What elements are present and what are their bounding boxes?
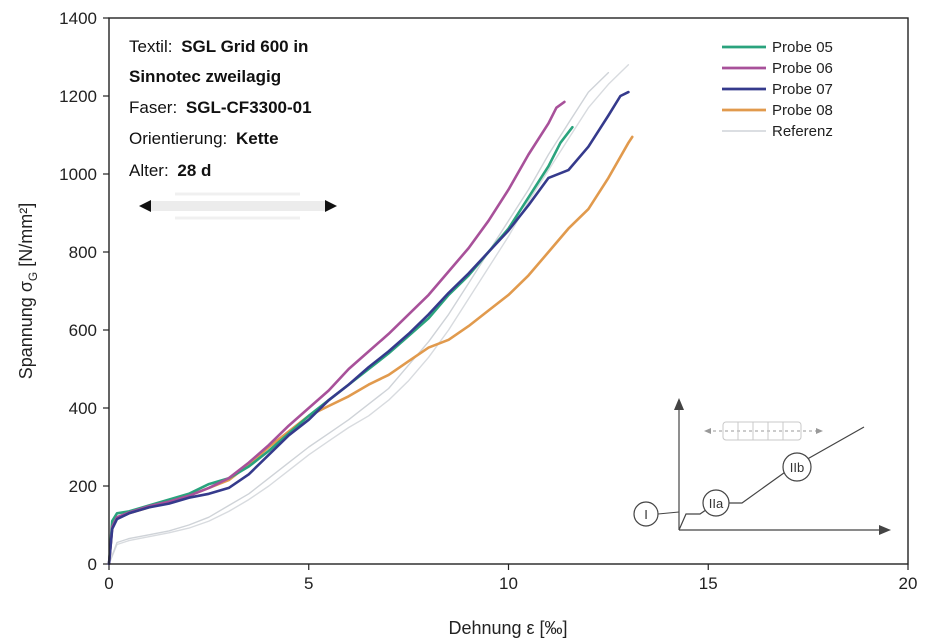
x-axis-label: Dehnung ε [‰]	[448, 618, 567, 638]
inset-diagram: I IIa IIb	[633, 398, 891, 535]
inset-stage-1-marker	[633, 501, 659, 527]
inset-stage-2-marker	[702, 489, 730, 517]
x-tick-label: 15	[699, 574, 718, 593]
x-tick-label: 10	[499, 574, 518, 593]
info-alter-label: Alter:	[129, 161, 169, 180]
inset-stage-3-label: IIb	[790, 460, 804, 475]
series-line-probe-07	[107, 90, 630, 566]
info-textil-value: SGL Grid 600 in	[181, 37, 308, 56]
inset-stage-3-marker	[782, 452, 812, 482]
info-textil-line: Textil: SGL Grid 600 in	[129, 37, 308, 56]
inset-textile-icon	[704, 421, 823, 441]
y-tick-label: 1200	[59, 87, 97, 106]
info-textil-value-2: Sinnotec zweilagig	[129, 67, 281, 86]
inset-stage-2-label: IIa	[709, 496, 724, 511]
y-tick-label: 200	[69, 477, 97, 496]
legend-label: Referenz	[772, 123, 833, 140]
info-alter-line: Alter: 28 d	[129, 161, 211, 180]
plot-frame	[108, 17, 909, 565]
legend: Probe 05 Probe 06 Probe 07 Probe 08 Referenz	[722, 39, 833, 140]
inset-x-arrow-icon	[879, 525, 891, 535]
series-line-referenz	[108, 71, 610, 565]
legend-label: Probe 08	[772, 102, 833, 119]
y-tick-label: 0	[88, 555, 97, 574]
x-tick-label: 5	[304, 574, 313, 593]
info-faser-value: SGL-CF3300-01	[186, 98, 312, 117]
y-axis-label: Spannung σG [N/mm²]	[16, 203, 40, 380]
series-line-referenz-2	[108, 64, 630, 565]
y-tick-label: 1400	[59, 9, 97, 28]
info-alter-value: 28 d	[177, 161, 211, 180]
y-tick-label: 800	[69, 243, 97, 262]
y-axis-label-unit: [N/mm²]	[16, 203, 36, 272]
inset-stage-1-label: I	[644, 507, 648, 522]
x-tick-label: 20	[899, 574, 918, 593]
y-tick-label: 400	[69, 399, 97, 418]
info-textil-label: Textil:	[129, 37, 172, 56]
inset-leader-1	[657, 511, 680, 515]
legend-label: Probe 05	[772, 39, 833, 56]
y-axis-label-main: Spannung σ	[16, 281, 36, 379]
info-faser-line: Faser: SGL-CF3300-01	[129, 98, 312, 117]
legend-label: Probe 06	[772, 60, 833, 77]
legend-label: Probe 07	[772, 81, 833, 98]
info-faser-label: Faser:	[129, 98, 177, 117]
y-axis-label-sub: G	[26, 272, 40, 281]
series-line-probe-06	[107, 100, 566, 566]
info-orientierung-label: Orientierung:	[129, 129, 227, 148]
info-orientierung-line: Orientierung: Kette	[129, 129, 279, 148]
series-layer	[107, 64, 634, 566]
info-orientierung-value: Kette	[236, 129, 279, 148]
x-tick-label: 0	[104, 574, 113, 593]
inset-curve	[678, 426, 865, 531]
info-block: Textil: SGL Grid 600 in Sinnotec zweilag…	[129, 37, 312, 180]
orientation-arrow-icon	[139, 192, 337, 220]
y-tick-label: 600	[69, 321, 97, 340]
inset-y-arrow-icon	[674, 398, 684, 410]
y-tick-label: 1000	[59, 165, 97, 184]
